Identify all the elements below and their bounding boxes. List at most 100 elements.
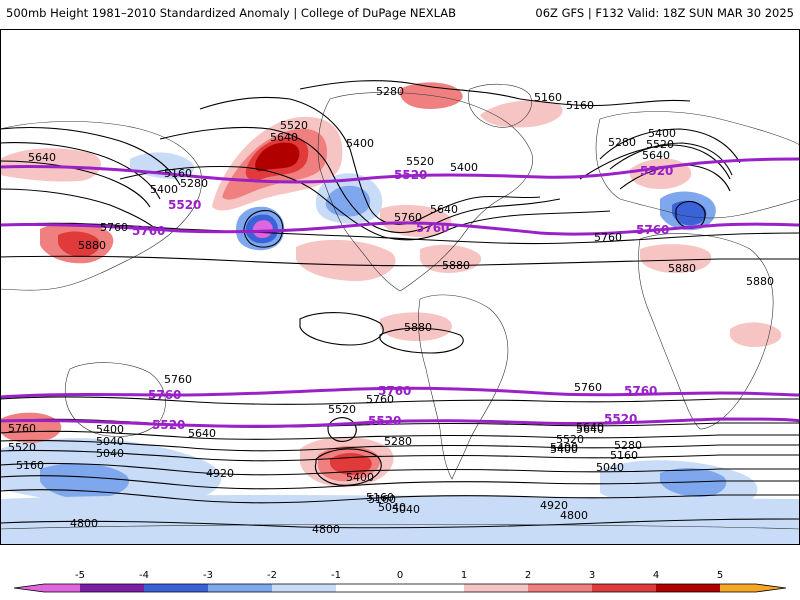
height-label: 5040 xyxy=(596,461,624,474)
height-label: 5520 xyxy=(556,433,584,446)
height-label: 5760 xyxy=(594,231,622,244)
height-label: 5280 xyxy=(180,177,208,190)
height-label: 5640 xyxy=(576,423,604,436)
highlight-label: 5760 xyxy=(416,221,449,235)
height-label: 5880 xyxy=(78,239,106,252)
legend-tick: 4 xyxy=(653,570,659,581)
highlight-label: 5520 xyxy=(168,198,201,212)
height-label: 5400 xyxy=(648,127,676,140)
legend-bin-neg1 xyxy=(272,584,336,592)
highlight-label: 5760 xyxy=(132,224,165,238)
map-title: 500mb Height 1981–2010 Standardized Anom… xyxy=(6,6,457,20)
contour-5640-asia xyxy=(0,188,157,230)
pos-anomaly-asia xyxy=(0,148,101,182)
height-label: 5160 xyxy=(610,449,638,462)
neg-anomaly-pacific-low-max xyxy=(252,220,273,238)
legend-bin-pos4 xyxy=(656,584,720,592)
height-label: 5040 xyxy=(96,447,124,460)
height-label: 5520 xyxy=(646,138,674,151)
height-label: 5880 xyxy=(404,321,432,334)
legend-bin-pos5 xyxy=(720,584,756,592)
model-valid-time: 06Z GFS | F132 Valid: 18Z SUN MAR 30 202… xyxy=(535,6,794,20)
highlight-label: 5520 xyxy=(368,414,401,428)
contour-5160-north xyxy=(519,98,691,107)
purple-5520-north xyxy=(0,157,800,184)
height-label: 5880 xyxy=(668,262,696,275)
height-label: 5640 xyxy=(430,203,458,216)
highlight-label: 5760 xyxy=(636,223,669,237)
coast-greenland xyxy=(468,83,532,128)
height-label: 5760 xyxy=(8,422,36,435)
legend-bin-pos1 xyxy=(464,584,528,592)
legend-bin-zero-low xyxy=(336,584,400,592)
height-label: 4800 xyxy=(560,509,588,522)
height-label: 5160 xyxy=(368,493,396,506)
legend-bin-neg4 xyxy=(80,584,144,592)
height-label: 5520 xyxy=(328,403,356,416)
height-label: 5400 xyxy=(550,443,578,456)
anomaly-legend: -5 -4 -3 -2 -1 0 1 2 3 4 5 xyxy=(13,570,787,593)
highlight-label: 5520 xyxy=(394,168,427,182)
height-label: 5280 xyxy=(614,439,642,452)
contour-5640-na xyxy=(119,165,611,241)
coast-south-america xyxy=(418,294,509,480)
height-label: 5160 xyxy=(534,91,562,104)
coast-africa xyxy=(638,233,774,430)
legend-bin-neg5 xyxy=(44,584,80,592)
height-label: 5760 xyxy=(574,381,602,394)
height-label: 5280 xyxy=(608,136,636,149)
height-label: 5040 xyxy=(96,435,124,448)
legend-bin-neg5-arrow xyxy=(14,584,44,592)
legend-tick: -2 xyxy=(267,570,277,581)
legend-tick-labels: -5 -4 -3 -2 -1 0 1 2 3 4 5 xyxy=(75,570,723,581)
height-label: 5400 xyxy=(96,423,124,436)
highlight-label: 5520 xyxy=(604,412,637,426)
height-label: 5880 xyxy=(746,275,774,288)
contour-5280-asia xyxy=(0,142,161,200)
contour-5280-europe xyxy=(599,128,741,164)
height-label: 5280 xyxy=(384,435,412,448)
coast-australia xyxy=(64,362,166,437)
height-label: 5400 xyxy=(150,183,178,196)
legend-tick: -4 xyxy=(139,570,149,581)
contour-low-south-pac xyxy=(327,417,357,442)
height-label: 4920 xyxy=(540,499,568,512)
contour-low-europe xyxy=(675,200,706,229)
contour-5400-south-pac xyxy=(314,448,382,486)
height-label: 5400 xyxy=(346,471,374,484)
height-label: 5520 xyxy=(8,441,36,454)
coast-europe xyxy=(595,111,800,219)
anomaly-map: 5280 5160 5160 5520 5640 5400 5640 5160 … xyxy=(0,29,800,545)
highlight-contours xyxy=(0,157,800,428)
highlight-label: 5760 xyxy=(148,388,181,402)
purple-5760-south xyxy=(0,386,800,399)
height-label: 5760 xyxy=(394,211,422,224)
pos-anomaly-north-atlantic xyxy=(480,100,563,128)
neg-anomaly-europe-core xyxy=(672,200,707,226)
height-label: 5640 xyxy=(270,131,298,144)
legend-tick: -1 xyxy=(331,570,341,581)
contour-5520-south xyxy=(0,430,800,440)
legend-outline xyxy=(13,583,787,593)
legend-tick: 3 xyxy=(589,570,595,581)
height-label: 5760 xyxy=(366,393,394,406)
height-labels: 5280 5160 5160 5520 5640 5400 5640 5160 … xyxy=(8,85,774,536)
legend-tick: 5 xyxy=(717,570,723,581)
height-contours xyxy=(0,80,800,529)
pos-anomaly-subtropic-pac xyxy=(296,239,396,281)
contour-4800-south xyxy=(0,518,800,529)
height-label: 4800 xyxy=(312,523,340,536)
height-label: 5160 xyxy=(366,491,394,504)
legend-tick: 1 xyxy=(461,570,467,581)
pos-anomaly-china-core xyxy=(58,231,100,257)
contour-5280-north xyxy=(299,80,521,100)
contour-5160-asia xyxy=(0,126,181,186)
pos-anomaly-africa xyxy=(640,244,712,273)
pos-anomaly-arabia xyxy=(729,322,782,347)
height-label: 5160 xyxy=(566,99,594,112)
highlight-label: 5760 xyxy=(378,384,411,398)
contour-5280-south xyxy=(0,449,800,462)
contour-4920-south xyxy=(0,489,800,504)
height-label: 5280 xyxy=(376,85,404,98)
coast-north-america xyxy=(317,92,533,292)
